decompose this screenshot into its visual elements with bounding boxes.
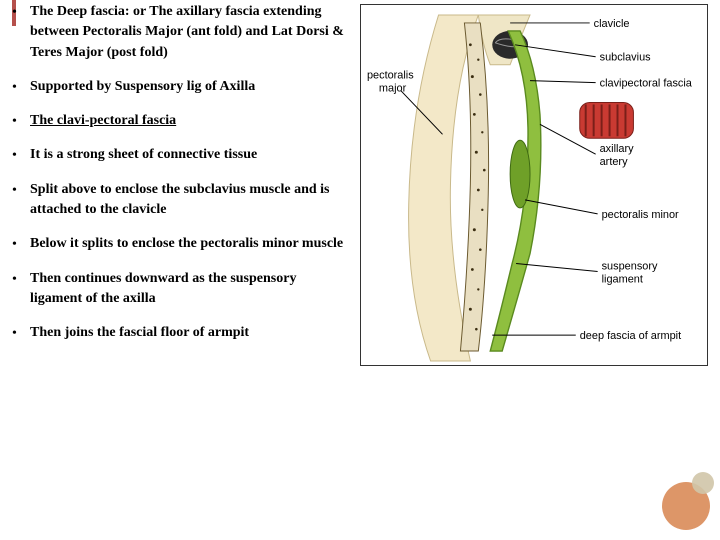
- bullet-dot: •: [12, 234, 30, 254]
- axillary-artery-shape: [580, 102, 634, 138]
- figure-label: subclavius: [600, 52, 652, 64]
- content-area: • The Deep fascia: or The axillary fasci…: [12, 2, 352, 358]
- anatomy-svg: clavicle subclavius clavipectoral fascia…: [361, 5, 707, 365]
- figure-label: clavipectoral fascia: [600, 78, 693, 90]
- bullet-text: Then continues downward as the suspensor…: [30, 269, 352, 310]
- bullet-text: It is a strong sheet of connective tissu…: [30, 145, 257, 165]
- list-item: • The clavi-pectoral fascia: [12, 111, 352, 131]
- figure-label: suspensoryligament: [602, 261, 658, 286]
- bullet-dot: •: [12, 111, 30, 131]
- deco-circle-small: [692, 472, 714, 494]
- fascia-node: [510, 140, 530, 208]
- bullet-dot: •: [12, 323, 30, 343]
- figure-label: deep fascia of armpit: [580, 330, 681, 342]
- bullet-dot: •: [12, 269, 30, 289]
- list-item: • Then joins the fascial floor of armpit: [12, 323, 352, 343]
- bullet-text: The clavi-pectoral fascia: [30, 111, 176, 131]
- muscle-strip: [460, 23, 488, 351]
- bullet-text: Then joins the fascial floor of armpit: [30, 323, 249, 343]
- bullet-dot: •: [12, 180, 30, 200]
- bullet-text: Below it splits to enclose the pectorali…: [30, 234, 343, 254]
- figure-label: clavicle: [594, 18, 630, 30]
- bullet-text: The Deep fascia: or The axillary fascia …: [30, 2, 352, 63]
- list-item: • It is a strong sheet of connective tis…: [12, 145, 352, 165]
- bullet-dot: •: [12, 2, 30, 22]
- list-item: • Then continues downward as the suspens…: [12, 269, 352, 310]
- figure-label: pectoralismajor: [367, 70, 414, 95]
- list-item: • Below it splits to enclose the pectora…: [12, 234, 352, 254]
- bullet-text: Supported by Suspensory lig of Axilla: [30, 77, 255, 97]
- list-item: • The Deep fascia: or The axillary fasci…: [12, 2, 352, 63]
- list-item: • Supported by Suspensory lig of Axilla: [12, 77, 352, 97]
- bullet-text: Split above to enclose the subclavius mu…: [30, 180, 352, 221]
- figure-label: axillaryartery: [600, 143, 635, 168]
- list-item: • Split above to enclose the subclavius …: [12, 180, 352, 221]
- figure-label: pectoralis minor: [602, 209, 679, 221]
- anatomy-figure: clavicle subclavius clavipectoral fascia…: [360, 4, 708, 366]
- bullet-list: • The Deep fascia: or The axillary fasci…: [12, 2, 352, 344]
- slide-root: • The Deep fascia: or The axillary fasci…: [0, 0, 720, 540]
- bullet-dot: •: [12, 145, 30, 165]
- bullet-dot: •: [12, 77, 30, 97]
- corner-decoration: [662, 482, 710, 530]
